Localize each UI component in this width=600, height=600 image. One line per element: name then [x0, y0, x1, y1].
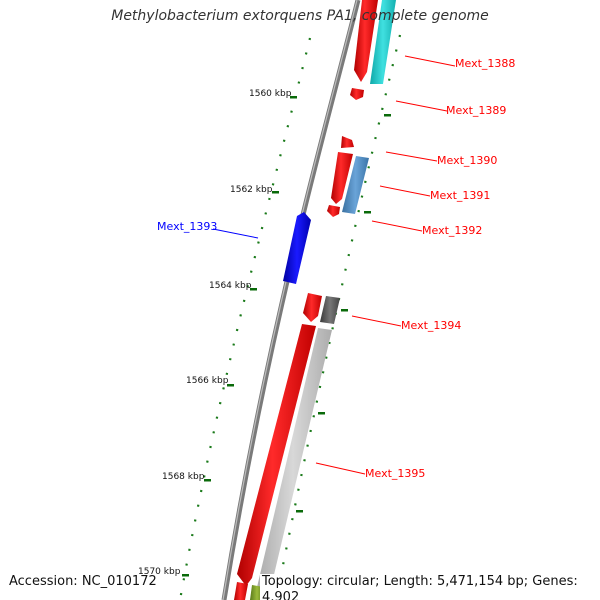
- gene-label-mext-1390[interactable]: Mext_1390: [437, 154, 497, 167]
- gene-arrow-mext-1394[interactable]: [303, 293, 322, 322]
- leader-mext-1388: [404, 55, 456, 67]
- tick-mark: [296, 510, 303, 513]
- cog-block-darkgray: [320, 296, 340, 324]
- leader-mext-1391: [379, 185, 431, 197]
- tick-mark: [384, 114, 391, 117]
- gc-content-track: [178, 37, 312, 600]
- kbp-label: 1564 kbp: [209, 281, 252, 291]
- map-title: Methylobacterium extorquens PA1, complet…: [111, 8, 489, 24]
- gene-arrow-mext-1393[interactable]: [283, 212, 311, 284]
- gene-label-mext-1393[interactable]: Mext_1393: [157, 220, 217, 233]
- tick-mark: [272, 191, 279, 194]
- tick-mark: [318, 412, 325, 415]
- gene-arrow-mext-1392[interactable]: [327, 205, 340, 217]
- tick-mark: [341, 309, 348, 312]
- tick-mark: [290, 96, 297, 99]
- gene-label-mext-1392[interactable]: Mext_1392: [422, 224, 482, 237]
- tick-mark: [250, 288, 257, 291]
- kbp-ticks: [182, 96, 391, 577]
- gene-arrow-mext-1391[interactable]: [331, 152, 353, 204]
- cog-block-cyan: [370, 0, 396, 84]
- label-leaders: [212, 55, 456, 475]
- gc-skew-track: [274, 34, 402, 600]
- tick-mark: [364, 211, 371, 214]
- tick-mark: [204, 479, 211, 482]
- gene-arrow-mext-1388[interactable]: [354, 0, 378, 82]
- gene-arrow-mext-1389[interactable]: [350, 88, 364, 100]
- tick-mark: [227, 384, 234, 387]
- kbp-label: 1566 kbp: [186, 376, 229, 386]
- kbp-label: 1570 kbp: [138, 567, 181, 577]
- accession-text: Accession: NC_010172: [7, 574, 159, 590]
- genome-summary-text: Topology: circular; Length: 5,471,154 bp…: [260, 574, 600, 600]
- kbp-label: 1560 kbp: [249, 89, 292, 99]
- gene-label-mext-1388[interactable]: Mext_1388: [455, 57, 515, 70]
- kbp-label: 1568 kbp: [162, 472, 205, 482]
- kbp-label: 1562 kbp: [230, 185, 273, 195]
- leader-mext-1393: [212, 228, 259, 239]
- leader-mext-1389: [395, 100, 448, 112]
- cog-block-steelblue: [342, 156, 369, 214]
- gene-label-mext-1389[interactable]: Mext_1389: [446, 104, 506, 117]
- leader-mext-1390: [385, 151, 438, 162]
- gene-label-mext-1394[interactable]: Mext_1394: [401, 319, 461, 332]
- gene-label-mext-1391[interactable]: Mext_1391: [430, 189, 490, 202]
- gene-arrow-mext-1390[interactable]: [341, 136, 354, 148]
- leader-mext-1394: [351, 315, 402, 327]
- gene-label-mext-1395[interactable]: Mext_1395: [365, 467, 425, 480]
- leader-mext-1392: [371, 220, 423, 232]
- tick-mark: [182, 574, 189, 577]
- cog-block-lightgray: [254, 328, 332, 600]
- leader-mext-1395: [315, 462, 366, 475]
- gene-arrow-partial[interactable]: [234, 582, 248, 600]
- gene-arrow-mext-1395[interactable]: [237, 324, 316, 586]
